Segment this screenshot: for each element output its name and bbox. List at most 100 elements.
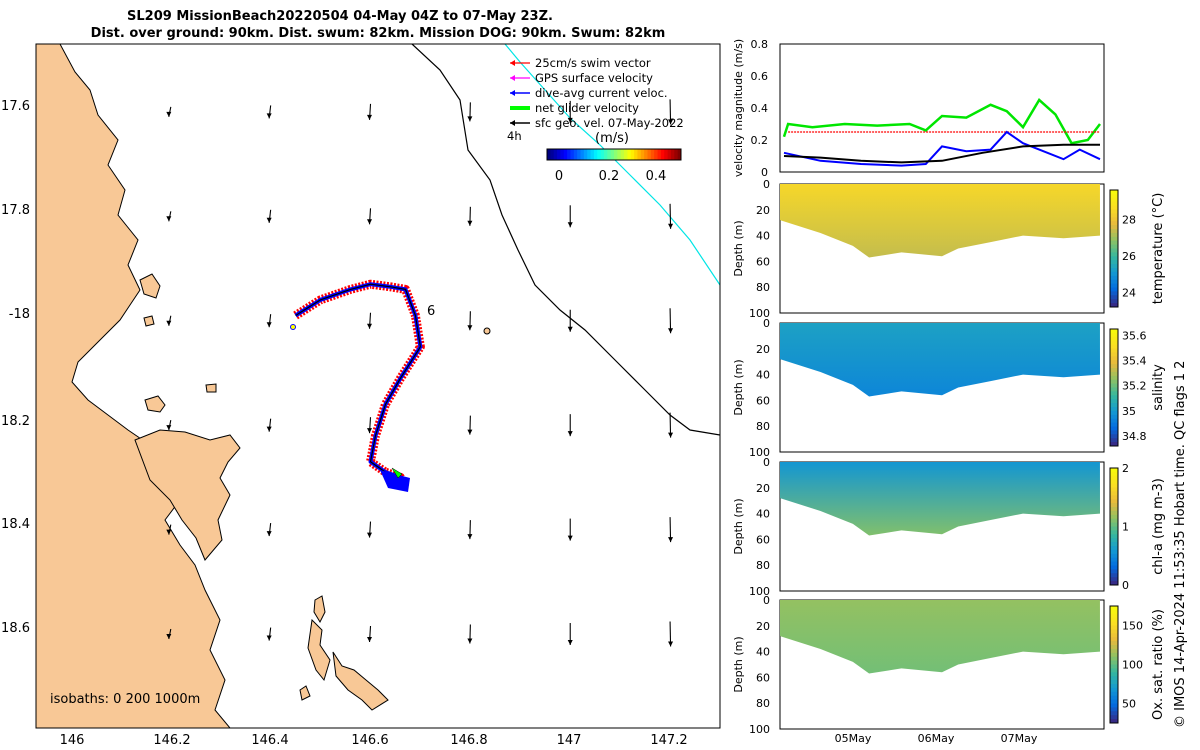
map-frame <box>35 43 721 729</box>
depth-axis-label: Depth (m) <box>732 636 745 692</box>
geo-velocity-arrow <box>467 206 473 226</box>
colorbar-cell <box>1110 707 1118 712</box>
colorbar-cell <box>1110 287 1118 292</box>
colorbar-cell <box>1110 193 1118 199</box>
colorbar-cell <box>1110 240 1118 246</box>
geo-velocity-arrow <box>668 621 674 647</box>
colorbar-cell <box>1110 399 1118 404</box>
geo-velocity-arrow <box>166 315 172 326</box>
colorbar-cell <box>1110 422 1118 427</box>
colorbar-tick: 26 <box>1122 250 1136 263</box>
colorbar-cell <box>1110 648 1118 654</box>
geo-velocity-arrow <box>467 311 473 331</box>
title-line1: SL209 MissionBeach20220504 04-May 04Z to… <box>127 9 553 24</box>
colorbar-tick: 35.4 <box>1122 354 1147 367</box>
colorbar-cell <box>1110 491 1118 496</box>
end-current-arrow <box>380 470 410 492</box>
colorbar-cell <box>590 149 595 160</box>
colorbar-cell <box>1110 629 1118 634</box>
credit-text: © IMOS 14-Apr-2024 11:53:35 Hobart time.… <box>1173 361 1188 728</box>
colorbar-cell <box>1110 538 1118 543</box>
colorbar-cell <box>677 149 682 160</box>
colorbar-cell <box>1110 557 1118 563</box>
legend-entry: sfc geo. vel. 07-May-2022 <box>510 116 684 130</box>
velocity-ytick: 0.8 <box>751 38 769 51</box>
colorbar-cell <box>1110 352 1118 357</box>
colorbar-cell <box>1110 213 1118 218</box>
legend-entry: GPS surface velocity <box>510 71 653 85</box>
colorbar-cell <box>1110 715 1118 720</box>
depth-tick: 80 <box>756 281 770 294</box>
colorbar-cell <box>634 149 638 160</box>
colorbar-cell <box>650 149 655 160</box>
velocity-series-line <box>783 143 1100 164</box>
colorbar-cell <box>1110 329 1118 334</box>
depth-tick: 40 <box>756 646 770 659</box>
colorbar-cell <box>620 149 625 160</box>
colorbar-tick: 35.6 <box>1122 329 1147 342</box>
colorbar-cell <box>664 149 669 160</box>
colorbar-cell <box>1110 209 1118 214</box>
colorbar-cell <box>597 149 602 160</box>
depth-tick: 40 <box>756 369 770 382</box>
colorbar-cell <box>1110 507 1118 512</box>
map-x-tick: 146 <box>60 733 85 748</box>
geo-velocity-arrow <box>367 625 373 643</box>
colorbar-cell <box>1110 687 1118 693</box>
geo-velocity-arrow <box>266 523 272 537</box>
colorbar-title: (m/s) <box>595 131 629 146</box>
colorbar-cell <box>1110 530 1118 535</box>
geostrophic-vector-field <box>166 99 674 647</box>
colorbar-cell <box>1110 268 1118 273</box>
colorbar-cell <box>1110 197 1118 203</box>
colorbar-cell <box>1110 625 1118 630</box>
colorbar-cell <box>1110 468 1118 473</box>
geo-velocity-arrow <box>668 203 674 229</box>
colorbar-cell <box>1110 248 1118 253</box>
map-y-ticks: 17.6 17.8 -18 18.2 18.4 18.6 <box>1 99 30 636</box>
colorbar-cell <box>1110 719 1118 724</box>
colorbar-cell <box>670 149 675 160</box>
colorbar-cell <box>1110 483 1118 488</box>
colorbar-cell <box>1110 368 1118 373</box>
depth-tick: 20 <box>756 204 770 217</box>
colorbar-cell <box>583 149 588 160</box>
map-legend: 25cm/s swim vector GPS surface velocity … <box>507 56 684 184</box>
colorbar-cell <box>567 149 571 160</box>
geo-velocity-arrow <box>367 208 373 225</box>
depth-tick: 0 <box>763 456 770 469</box>
geo-velocity-arrow <box>467 520 473 540</box>
colorbar-tick: 150 <box>1122 620 1143 633</box>
colorbar-cell <box>1110 336 1118 342</box>
velocity-ytick: 0.4 <box>751 102 769 115</box>
section-panel-chlorophyll: 0 20 40 60 80 100 Depth (m) 0 1 2 chl-a (mg m-3) <box>732 456 1166 598</box>
colorbar-cell <box>1110 252 1118 257</box>
colorbar-cell <box>1110 703 1118 708</box>
colorbar-cell <box>647 149 652 160</box>
colorbar-cell <box>1110 581 1118 586</box>
colorbar-cell <box>1110 383 1118 388</box>
title-line2: Dist. over ground: 90km. Dist. swum: 82k… <box>91 26 666 41</box>
colorbar-cell <box>1110 617 1118 623</box>
colorbar-cell <box>1110 526 1118 531</box>
colorbar-cell <box>547 149 551 160</box>
colorbar-tick: 0 <box>1122 579 1129 592</box>
depth-tick: 100 <box>749 585 770 598</box>
colorbar-cell <box>1110 565 1118 570</box>
map-y-tick: -18 <box>9 307 30 322</box>
colorbar-cell <box>630 149 635 160</box>
map-x-tick: 146.2 <box>153 733 190 748</box>
colorbar-cell <box>1110 190 1118 195</box>
map-panel: 6 isobaths: 0 200 1000m 25cm/s swim vect… <box>1 43 721 748</box>
colorbar-cell <box>1110 499 1118 504</box>
geo-velocity-arrow <box>467 624 473 644</box>
colorbar-cell <box>1110 656 1118 662</box>
legend-net-velocity: net glider velocity <box>535 101 639 115</box>
colorbar-label: salinity <box>1151 364 1166 411</box>
depth-tick: 80 <box>756 420 770 433</box>
colorbar-tick: 100 <box>1122 659 1143 672</box>
geo-velocity-arrow <box>668 99 674 125</box>
colorbar-cell <box>610 149 615 160</box>
colorbar-cell <box>1110 542 1118 547</box>
depth-axis-label: Depth (m) <box>732 220 745 276</box>
